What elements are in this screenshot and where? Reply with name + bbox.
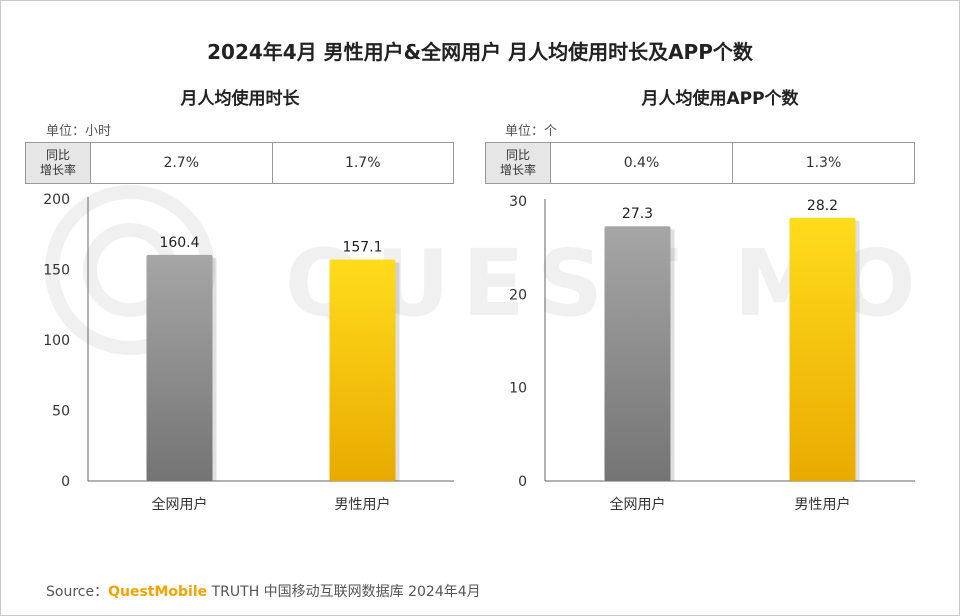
- category-label: 全网用户: [152, 496, 208, 513]
- unit-value: 小时: [85, 124, 112, 139]
- bar: [329, 259, 396, 481]
- bar: [604, 226, 671, 481]
- yoy-header-line2: 增长率: [499, 163, 536, 177]
- panel-usage-time: 月人均使用时长 单位：小时 同比 增长率 2.7% 1.7% 0 50 100 150…: [25, 89, 454, 513]
- bar: [789, 217, 856, 482]
- category-label: 男性用户: [795, 496, 851, 513]
- unit-row: 单位：小时: [46, 120, 111, 139]
- yoy-cell-all-users: 2.7%: [163, 155, 200, 171]
- source-note: Source：QuestMobile TRUTH 中国移动互联网数据库 2024…: [46, 581, 481, 601]
- yoy-header-line1: 同比: [505, 148, 530, 162]
- bar: [146, 254, 213, 481]
- panel-title: 月人均使用时长: [180, 89, 300, 109]
- bar-chart-app-count: 0 10 20 30 27.3 全网用户 28.2 男性用户: [509, 194, 915, 513]
- yoy-table: 同比 增长率 0.4% 1.3%: [485, 142, 915, 184]
- yoy-cell-all-users: 0.4%: [623, 155, 660, 171]
- category-label: 全网用户: [610, 496, 666, 513]
- y-tick-label: 50: [52, 404, 70, 420]
- category-label: 男性用户: [335, 496, 391, 513]
- y-tick-label: 0: [61, 474, 70, 490]
- panel-title: 月人均使用APP个数: [641, 89, 799, 109]
- unit-row: 单位：个: [505, 120, 557, 139]
- yoy-header: 同比 增长率: [486, 143, 551, 183]
- y-tick-label: 20: [509, 287, 527, 303]
- unit-label: 单位：: [505, 124, 545, 139]
- yoy-table: 同比 增长率 2.7% 1.7%: [25, 142, 454, 184]
- data-label: 157.1: [342, 239, 382, 255]
- y-tick-label: 0: [518, 474, 527, 490]
- y-tick-label: 10: [509, 381, 527, 397]
- source-prefix: Source：: [46, 584, 109, 600]
- yoy-header-line1: 同比: [45, 148, 70, 162]
- yoy-cell-male-users: 1.7%: [271, 143, 454, 183]
- y-tick-label: 100: [43, 333, 70, 349]
- main-title: 2024年4月 男性用户&全网用户 月人均使用时长及APP个数: [207, 40, 753, 64]
- data-label: 27.3: [622, 206, 653, 222]
- yoy-header: 同比 增长率: [26, 143, 91, 183]
- data-label: 160.4: [159, 235, 199, 251]
- yoy-cell-male-users: 1.3%: [732, 143, 914, 183]
- panel-app-count: 月人均使用APP个数 单位：个 同比 增长率 0.4% 1.3% 0 10 20 30…: [480, 0, 960, 616]
- unit-label: 单位：: [46, 124, 86, 139]
- bar-chart-usage-time: 0 50 100 150 200 160.4 全网用户 157.1 男性用户: [43, 192, 454, 513]
- yoy-header-line2: 增长率: [39, 163, 76, 177]
- y-tick-label: 30: [509, 194, 527, 210]
- y-tick-label: 200: [43, 192, 70, 208]
- unit-value: 个: [544, 124, 558, 139]
- y-tick-label: 150: [43, 263, 70, 279]
- source-brand: QuestMobile: [108, 584, 208, 600]
- source-text: TRUTH 中国移动互联网数据库 2024年4月: [211, 584, 481, 600]
- data-label: 28.2: [807, 198, 838, 214]
